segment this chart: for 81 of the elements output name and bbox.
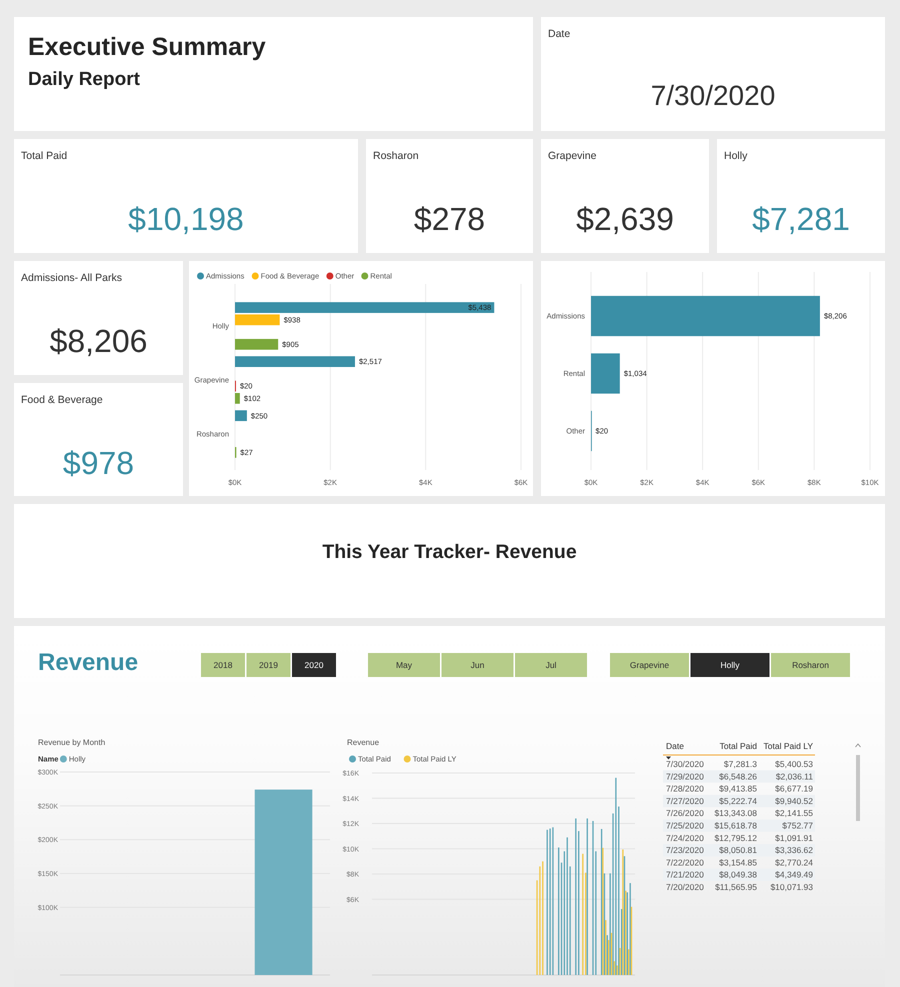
bar: [235, 302, 494, 313]
text: $13,343.08: [714, 808, 758, 818]
text: $9,413.85: [719, 784, 758, 794]
text: 7/20/2020: [666, 882, 704, 892]
toggle-button[interactable]: Jun: [442, 653, 514, 677]
text: $6,677.19: [775, 784, 814, 794]
toggle-button[interactable]: Jul: [515, 653, 587, 677]
text: Date: [666, 741, 684, 751]
chart-title: Revenue: [347, 738, 380, 747]
text: $8,206: [50, 323, 148, 359]
bar: [235, 392, 240, 404]
text: $6,548.26: [719, 771, 758, 782]
text: $5,400.53: [775, 759, 814, 769]
text: $1,091.91: [775, 832, 814, 843]
text: $5,222.74: [719, 796, 758, 806]
text: $15,618.78: [714, 820, 758, 830]
bar: [235, 410, 247, 422]
text: $11,565.95: [715, 882, 758, 892]
text: $2,036.11: [776, 771, 814, 782]
text: $9,940.52: [775, 796, 814, 806]
text: $978: [62, 445, 134, 481]
text: $278: [414, 201, 486, 237]
text: 7/30/2020: [650, 80, 776, 111]
text: $752.77: [782, 820, 814, 830]
text: This Year Tracker- Revenue: [322, 541, 577, 563]
text: $3,336.62: [775, 845, 814, 856]
toggle-button[interactable]: 2018: [201, 653, 245, 677]
chart-title: Revenue by Month: [38, 738, 106, 747]
text: $7,281: [752, 201, 850, 237]
text: $2,141.55: [775, 808, 814, 818]
text: 7/26/2020: [666, 808, 704, 818]
text: Food & Beverage: [21, 394, 103, 406]
category-label: Jul: [546, 660, 557, 670]
text: 7/27/2020: [666, 796, 704, 806]
text: Daily Report: [28, 69, 141, 90]
text: 7/30/2020: [666, 759, 704, 769]
text: $8,049.38: [719, 870, 758, 880]
text: Total Paid: [720, 741, 758, 751]
text: Revenue: [38, 649, 138, 676]
text: 7/22/2020: [666, 857, 704, 868]
text: $7,281.3: [724, 759, 758, 769]
category-label: 2019: [259, 660, 278, 670]
bar: [235, 356, 355, 368]
text: $3,154.85: [719, 857, 758, 868]
text: $10,071.93: [770, 882, 814, 892]
text: Holly: [724, 150, 748, 162]
text: Total Paid LY: [764, 741, 814, 751]
bar: [591, 353, 620, 394]
text: 7/28/2020: [666, 784, 704, 794]
text: $4,349.49: [775, 870, 814, 880]
text: $2,770.24: [775, 857, 814, 868]
text: Date: [548, 28, 570, 40]
text: Total Paid: [21, 150, 68, 162]
text: $10,198: [128, 201, 244, 237]
toggle-button[interactable]: 2019: [246, 653, 290, 677]
text: $12,795.12: [714, 832, 758, 843]
text: 7/23/2020: [666, 845, 704, 856]
toggle-button[interactable]: Holly: [690, 653, 770, 677]
bar: [235, 314, 280, 326]
toggle-button[interactable]: May: [368, 653, 440, 677]
text: 7/21/2020: [666, 870, 704, 880]
category-label: May: [396, 660, 413, 670]
toggle-button[interactable]: Grapevine: [610, 653, 689, 677]
text: Rosharon: [373, 150, 419, 162]
bar: [235, 338, 278, 350]
category-label: Grapevine: [630, 660, 670, 670]
text: 7/24/2020: [666, 832, 704, 843]
bar: [591, 296, 820, 336]
toggle-button[interactable]: 2020: [292, 653, 336, 677]
text: $8,050.81: [719, 845, 758, 856]
text: Executive Summary: [28, 33, 266, 61]
text: $2,639: [576, 201, 674, 237]
text: 7/25/2020: [666, 820, 704, 830]
category-label: 2020: [304, 660, 324, 670]
category-label: Holly: [720, 660, 740, 670]
category-label: 2018: [214, 660, 233, 670]
category-label: Rosharon: [792, 660, 830, 670]
text: 7/29/2020: [666, 771, 704, 782]
text: Admissions- All Parks: [21, 272, 122, 284]
toggle-button[interactable]: Rosharon: [771, 653, 850, 677]
category-label: Jun: [470, 660, 485, 670]
